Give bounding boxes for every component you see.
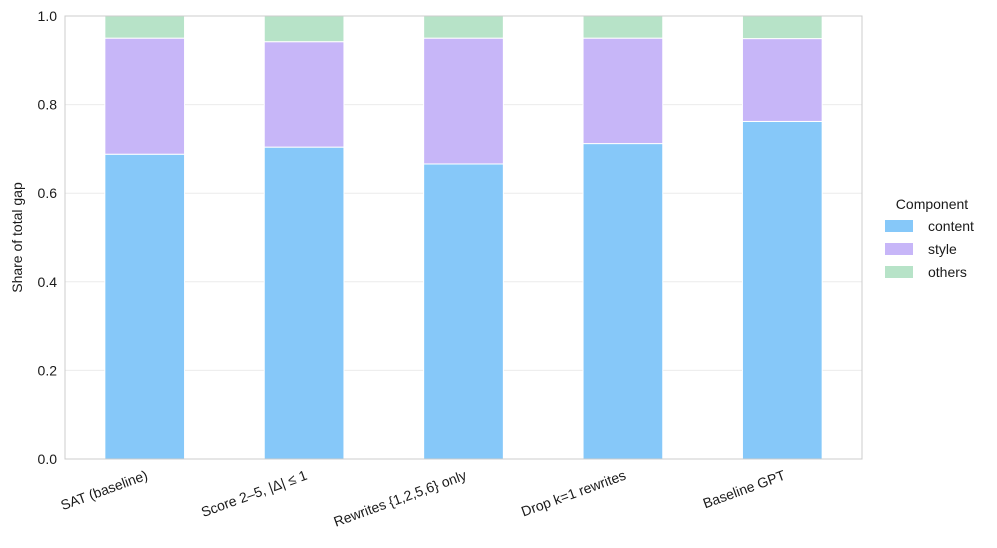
x-tick-label: Drop k=1 rewrites <box>519 467 628 520</box>
bar-content-2 <box>263 146 345 460</box>
legend-label-style: style <box>928 241 957 257</box>
legend-title: Component <box>896 196 968 212</box>
bars <box>104 15 823 460</box>
bar-others-5 <box>741 15 823 40</box>
legend: Component content style others <box>885 196 974 280</box>
x-tick-label: Baseline GPT <box>701 467 788 512</box>
x-tick-label: SAT (baseline) <box>58 467 149 513</box>
bar-style-5 <box>741 38 823 122</box>
legend-label-content: content <box>928 218 974 234</box>
plot-frame <box>64 15 863 460</box>
legend-swatch-style <box>885 243 913 255</box>
bar-others-4 <box>582 15 664 39</box>
x-tick-label: Score 2–5, |Δ| ≤ 1 <box>199 467 309 520</box>
y-tick-label: 0.0 <box>38 451 58 467</box>
y-tick-label: 1.0 <box>38 8 58 24</box>
legend-swatch-others <box>885 266 913 278</box>
legend-swatch-content <box>885 220 913 232</box>
y-tick-label: 0.8 <box>38 97 58 113</box>
bar-others-2 <box>263 15 345 43</box>
bar-style-3 <box>423 37 504 165</box>
x-axis: SAT (baseline) Score 2–5, |Δ| ≤ 1 Rewrites… <box>58 467 787 530</box>
bar-content-5 <box>741 120 823 460</box>
y-axis: 0.0 0.2 0.4 0.6 0.8 1.0 <box>38 8 58 467</box>
legend-label-others: others <box>928 264 967 280</box>
bar-style-1 <box>104 37 186 155</box>
bar-content-1 <box>104 153 186 460</box>
y-tick-label: 0.2 <box>38 362 58 378</box>
bar-others-1 <box>104 15 186 39</box>
y-tick-label: 0.4 <box>38 274 58 290</box>
bar-style-4 <box>582 37 664 145</box>
y-tick-label: 0.6 <box>38 185 58 201</box>
bar-style-2 <box>263 41 345 148</box>
x-tick-label: Rewrites {1,2,5,6} only <box>331 467 468 530</box>
bar-content-3 <box>423 163 504 460</box>
y-axis-label: Share of total gap <box>9 182 25 293</box>
bar-content-4 <box>582 143 664 460</box>
bar-others-3 <box>423 15 504 39</box>
